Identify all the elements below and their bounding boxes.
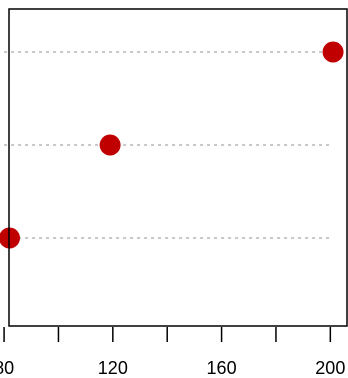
plot-frame bbox=[8, 8, 348, 327]
x-tick-label: 200 bbox=[315, 358, 345, 378]
data-point bbox=[0, 227, 21, 249]
data-point bbox=[322, 41, 344, 63]
x-tick-label: 160 bbox=[207, 358, 237, 378]
guide-lines bbox=[4, 51, 334, 239]
x-tick-label: 120 bbox=[98, 358, 128, 378]
data-points bbox=[0, 41, 344, 249]
x-axis: 80 120 160 200 bbox=[0, 327, 345, 378]
x-tick-label: 80 bbox=[0, 358, 14, 378]
data-point bbox=[99, 134, 121, 156]
